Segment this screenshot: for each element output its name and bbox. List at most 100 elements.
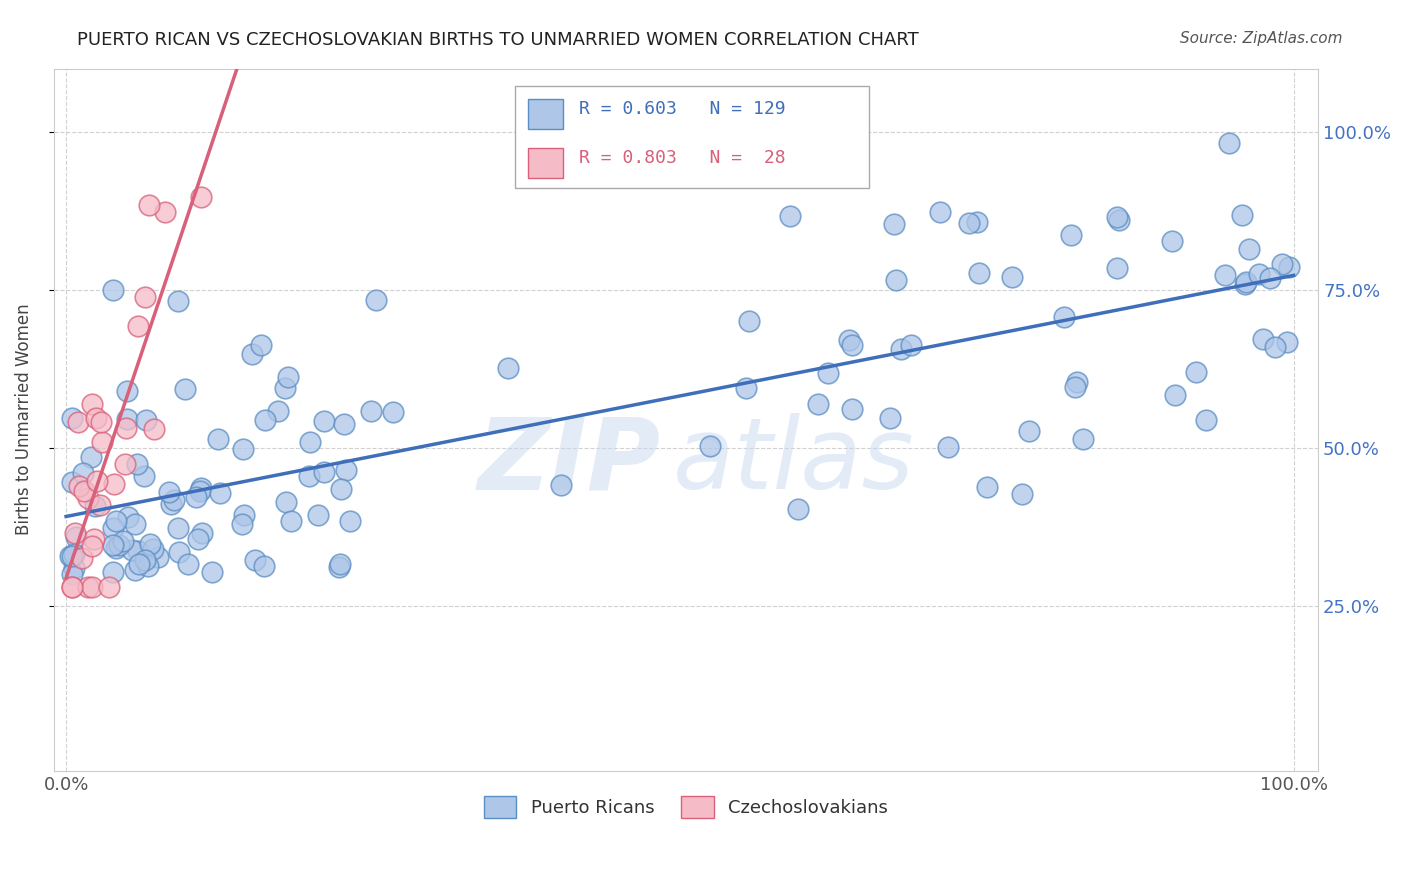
Point — [60, 475, 83, 489]
Point — [779, 210, 801, 224]
Point — [335, 463, 357, 477]
Point — [138, 198, 160, 212]
Point — [1195, 413, 1218, 427]
Point — [187, 533, 209, 547]
Point — [314, 465, 336, 479]
Text: R = 0.803   N =  28: R = 0.803 N = 28 — [578, 149, 785, 168]
Point — [155, 204, 177, 219]
Point — [298, 434, 321, 449]
Point — [114, 457, 136, 471]
Point — [837, 333, 859, 347]
Point — [138, 537, 160, 551]
Point — [80, 580, 103, 594]
Legend: Puerto Ricans, Czechoslovakians: Puerto Ricans, Czechoslovakians — [477, 789, 896, 825]
Point — [128, 558, 150, 572]
Point — [84, 500, 107, 514]
FancyBboxPatch shape — [516, 86, 869, 188]
Point — [550, 477, 572, 491]
Point — [738, 314, 761, 328]
Point — [277, 369, 299, 384]
Point — [1218, 136, 1240, 151]
Point — [274, 381, 297, 395]
Point — [134, 290, 156, 304]
Point — [135, 413, 157, 427]
Point — [806, 397, 828, 411]
Point — [240, 347, 263, 361]
Point — [208, 486, 231, 500]
Point — [329, 482, 352, 496]
Point — [1249, 267, 1271, 281]
Point — [76, 491, 98, 506]
Point — [957, 216, 980, 230]
Point — [496, 360, 519, 375]
Point — [232, 442, 254, 457]
Point — [1234, 275, 1257, 289]
Point — [1271, 257, 1294, 271]
Point — [1018, 424, 1040, 438]
Point — [890, 342, 912, 356]
Point — [82, 397, 104, 411]
Point — [734, 380, 756, 394]
Point — [136, 558, 159, 573]
Point — [699, 439, 721, 453]
Point — [1064, 380, 1087, 394]
Point — [115, 412, 138, 426]
Point — [280, 514, 302, 528]
Point — [298, 469, 321, 483]
Point — [841, 338, 863, 352]
Point — [104, 541, 127, 555]
Point — [967, 266, 990, 280]
Text: Source: ZipAtlas.com: Source: ZipAtlas.com — [1180, 31, 1343, 46]
Point — [1215, 268, 1237, 282]
Point — [60, 566, 83, 581]
Point — [339, 514, 361, 528]
Y-axis label: Births to Unmarried Women: Births to Unmarried Women — [15, 304, 32, 535]
Point — [936, 440, 959, 454]
Point — [86, 475, 108, 489]
Point — [63, 526, 86, 541]
Point — [1161, 234, 1184, 248]
Point — [190, 482, 212, 496]
Point — [167, 545, 190, 559]
Point — [841, 401, 863, 416]
Point — [70, 551, 93, 566]
Point — [112, 534, 135, 549]
Point — [1060, 227, 1083, 242]
Point — [177, 557, 200, 571]
Point — [117, 384, 139, 398]
Point — [364, 293, 387, 308]
Text: PUERTO RICAN VS CZECHOSLOVAKIAN BIRTHS TO UNMARRIED WOMEN CORRELATION CHART: PUERTO RICAN VS CZECHOSLOVAKIAN BIRTHS T… — [77, 31, 920, 49]
Point — [89, 498, 111, 512]
Point — [66, 415, 89, 429]
Text: R = 0.603   N = 129: R = 0.603 N = 129 — [578, 101, 785, 119]
Point — [132, 469, 155, 483]
Point — [157, 485, 180, 500]
Point — [253, 559, 276, 574]
Point — [124, 516, 146, 531]
Point — [1277, 334, 1299, 349]
Text: ZIP: ZIP — [478, 413, 661, 510]
Point — [191, 525, 214, 540]
Point — [1053, 310, 1076, 325]
Point — [90, 415, 112, 429]
Point — [817, 367, 839, 381]
Point — [332, 417, 354, 431]
Point — [1184, 365, 1206, 379]
Point — [134, 553, 156, 567]
Point — [115, 421, 138, 435]
Point — [188, 484, 211, 499]
Point — [80, 450, 103, 464]
Point — [329, 557, 352, 571]
Point — [1011, 487, 1033, 501]
Point — [900, 338, 922, 352]
Point — [103, 565, 125, 579]
Point — [883, 217, 905, 231]
Text: atlas: atlas — [673, 413, 915, 510]
Point — [929, 204, 952, 219]
Point — [231, 516, 253, 531]
Point — [1230, 208, 1253, 222]
Point — [91, 435, 114, 450]
Point — [381, 405, 404, 419]
Point — [67, 479, 90, 493]
Point — [1164, 388, 1187, 402]
